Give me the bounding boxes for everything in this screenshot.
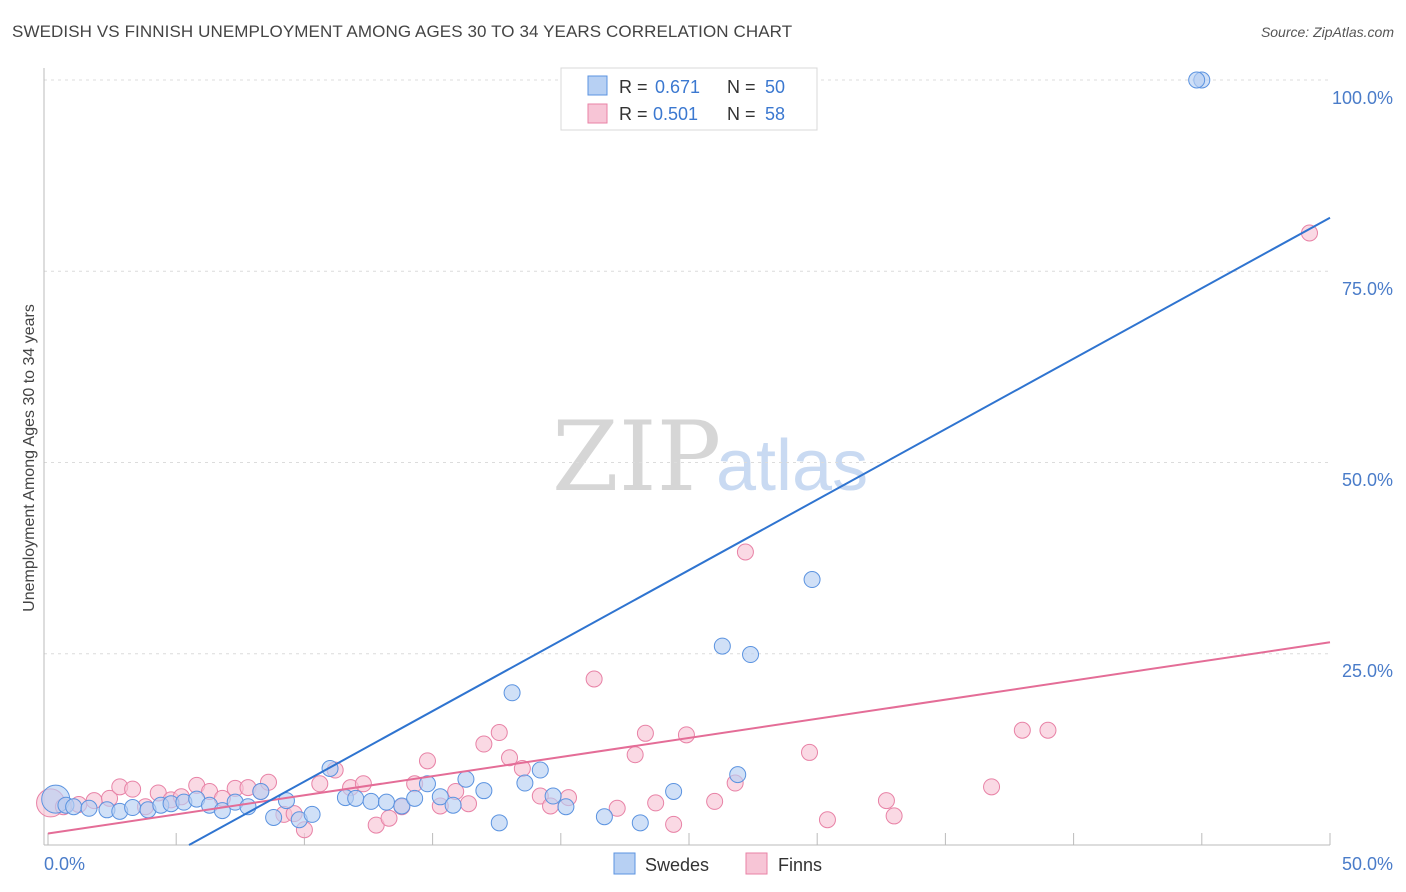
finns-trend-line: [47, 641, 1331, 835]
finns-point: [801, 743, 819, 761]
swedes-point: [124, 799, 142, 817]
finns-point: [1013, 721, 1031, 739]
swedes-point: [503, 684, 521, 702]
swedes-point: [557, 798, 575, 816]
swedes-point: [516, 774, 534, 792]
finns-point: [665, 815, 683, 833]
legend-n-value-swedes: 50: [765, 77, 785, 97]
swedes-point: [303, 805, 321, 823]
swedes-point: [742, 646, 760, 664]
bottom-legend-label-finns: Finns: [778, 855, 822, 875]
swedes-point: [595, 808, 613, 826]
finns-point: [736, 543, 754, 561]
finns-point: [380, 809, 398, 827]
swedes-point: [475, 782, 493, 800]
y-tick-label-100: 100.0%: [1332, 88, 1393, 108]
legend-swatch-finns: [587, 103, 608, 124]
swedes-point: [347, 789, 365, 807]
swedes-point: [65, 798, 83, 816]
watermark-zip: ZIP: [552, 401, 721, 513]
swedes-point: [631, 814, 649, 832]
watermark-atlas: atlas: [716, 426, 868, 506]
swedes-point: [665, 782, 683, 800]
swedes-point: [457, 770, 475, 788]
finns-point: [608, 799, 626, 817]
finns-point: [490, 724, 508, 742]
finns-point: [1039, 721, 1057, 739]
y-tick-label-50: 50.0%: [1342, 470, 1393, 490]
legend-n-value-finns: 58: [765, 104, 785, 124]
finns-point: [418, 752, 436, 770]
finns-point: [885, 807, 903, 825]
legend-r-label-swedes: R =: [619, 77, 648, 97]
finns-point: [647, 794, 665, 812]
legend-n-label-swedes: N =: [727, 77, 756, 97]
x-ticks: [47, 833, 1331, 845]
legend-n-label-finns: N =: [727, 104, 756, 124]
legend-bottom: Swedes Finns: [613, 852, 822, 875]
finns-point: [501, 749, 519, 767]
swedes-point: [80, 799, 98, 817]
swedes-point: [713, 637, 731, 655]
swedes-point: [431, 788, 449, 806]
finns-point: [124, 780, 142, 798]
finns-point: [459, 795, 477, 813]
finns-point: [636, 724, 654, 742]
y-tick-label-75: 75.0%: [1342, 279, 1393, 299]
x-tick-label-max: 50.0%: [1342, 854, 1393, 874]
swedes-point: [377, 793, 395, 811]
legend-top: R = 0.671 N = 50 R = 0.501 N = 58: [560, 67, 818, 131]
legend-r-value-swedes: 0.671: [655, 77, 700, 97]
finns-point: [585, 670, 603, 688]
finns-point: [983, 778, 1001, 796]
bottom-legend-swatch-finns: [745, 852, 768, 875]
gridlines: [44, 79, 1330, 655]
swedes-point: [393, 797, 411, 815]
swedes-point: [252, 782, 270, 800]
legend-r-label-finns: R =: [619, 104, 648, 124]
swedes-point: [490, 814, 508, 832]
finns-point: [818, 811, 836, 829]
swedes-point: [729, 766, 747, 784]
finns-point: [311, 775, 329, 793]
legend-r-value-finns: 0.501: [653, 104, 698, 124]
finns-point: [626, 746, 644, 764]
finns-point: [877, 792, 895, 810]
finns-series: [36, 224, 1318, 839]
swedes-point: [265, 808, 283, 826]
finns-point: [475, 735, 493, 753]
x-tick-label-min: 0.0%: [44, 854, 85, 874]
source-label: Source: ZipAtlas.com: [1260, 24, 1394, 40]
swedes-point: [544, 787, 562, 805]
finns-point: [677, 726, 695, 744]
chart-title: SWEDISH VS FINNISH UNEMPLOYMENT AMONG AG…: [12, 22, 793, 41]
legend-swatch-swedes: [587, 75, 608, 96]
bottom-legend-label-swedes: Swedes: [645, 855, 709, 875]
swedes-point: [362, 792, 380, 810]
swedes-point: [418, 775, 436, 793]
swedes-trend-line: [188, 216, 1331, 846]
swedes-point: [444, 796, 462, 814]
y-axis-title: Unemployment Among Ages 30 to 34 years: [21, 304, 38, 612]
finns-point: [354, 775, 372, 793]
swedes-point: [1188, 71, 1206, 89]
swedes-point: [531, 761, 549, 779]
finns-point: [706, 792, 724, 810]
y-tick-label-25: 25.0%: [1342, 661, 1393, 681]
swedes-point: [803, 571, 821, 589]
bottom-legend-swatch-swedes: [613, 852, 636, 875]
swedes-point: [406, 789, 424, 807]
